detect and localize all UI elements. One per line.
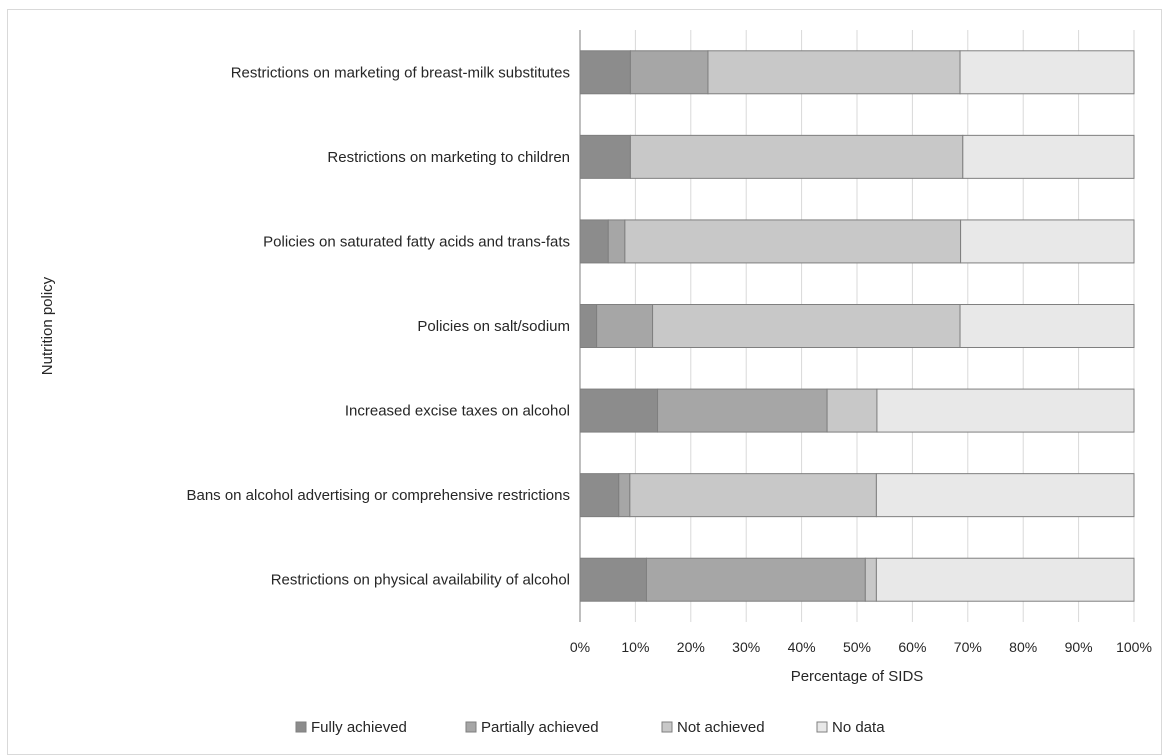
category-label: Policies on salt/sodium	[417, 318, 570, 335]
bar-segment	[629, 134, 964, 179]
bar-segment	[579, 557, 647, 602]
y-axis-title: Nutrition policy	[39, 276, 56, 375]
bar-segment	[707, 50, 961, 95]
bar-segment	[579, 50, 631, 95]
legend-label: Not achieved	[677, 719, 765, 736]
category-labels: Restrictions on marketing of breast-milk…	[186, 64, 570, 588]
x-tick-label: 90%	[1065, 639, 1093, 655]
bar-segment	[629, 473, 877, 518]
x-tick-label: 60%	[898, 639, 926, 655]
bar-segment	[657, 388, 828, 433]
x-tick-label: 20%	[677, 639, 705, 655]
bar-segment	[607, 219, 626, 264]
bar-segment	[864, 557, 877, 602]
bar-segment	[579, 304, 598, 348]
legend: Fully achieved Partially achieved Not achi…	[295, 719, 885, 736]
bar-segment	[579, 134, 631, 179]
category-label: Restrictions on marketing to children	[327, 149, 570, 166]
legend-swatch	[465, 721, 477, 733]
legend-swatch	[295, 721, 307, 733]
bar-segment	[624, 219, 962, 264]
category-label: Bans on alcohol advertising or comprehen…	[186, 487, 570, 504]
bar-segment	[579, 219, 609, 264]
legend-swatch	[816, 721, 828, 733]
bar-segment	[579, 473, 620, 518]
legend-label: Partially achieved	[481, 719, 599, 736]
category-label: Restrictions on physical availability of…	[271, 572, 570, 589]
x-axis-title: Percentage of SIDS	[791, 668, 924, 685]
bar-segment	[960, 219, 1135, 264]
x-tick-labels: 0% 10% 20% 30% 40% 50% 60% 70% 80% 90% 100%	[570, 639, 1152, 655]
category-label: Increased excise taxes on alcohol	[345, 403, 570, 420]
bar-segment	[962, 134, 1135, 179]
x-tick-label: 80%	[1009, 639, 1037, 655]
category-label: Restrictions on marketing of breast-milk…	[231, 64, 570, 81]
bar-segment	[652, 304, 961, 348]
bar-segment	[618, 473, 631, 518]
bar-segment	[875, 557, 1135, 602]
bars	[579, 50, 1135, 602]
bar-segment	[959, 50, 1135, 95]
x-tick-label: 40%	[788, 639, 816, 655]
bar-segment	[826, 388, 878, 433]
bar-segment	[645, 557, 866, 602]
x-tick-label: 100%	[1116, 639, 1152, 655]
x-tick-label: 50%	[843, 639, 871, 655]
bar-segment	[596, 304, 654, 348]
x-tick-label: 70%	[954, 639, 982, 655]
legend-swatch	[661, 721, 673, 733]
x-tick-label: 0%	[570, 639, 590, 655]
legend-label: Fully achieved	[311, 719, 407, 736]
bar-segment	[875, 473, 1135, 518]
bar-segment	[629, 50, 709, 95]
category-label: Policies on saturated fatty acids and tr…	[263, 233, 570, 250]
bar-segment	[579, 388, 659, 433]
bar-segment	[876, 388, 1135, 433]
bar-segment	[959, 304, 1135, 348]
x-tick-label: 30%	[732, 639, 760, 655]
legend-label: No data	[832, 719, 885, 736]
x-tick-label: 10%	[621, 639, 649, 655]
